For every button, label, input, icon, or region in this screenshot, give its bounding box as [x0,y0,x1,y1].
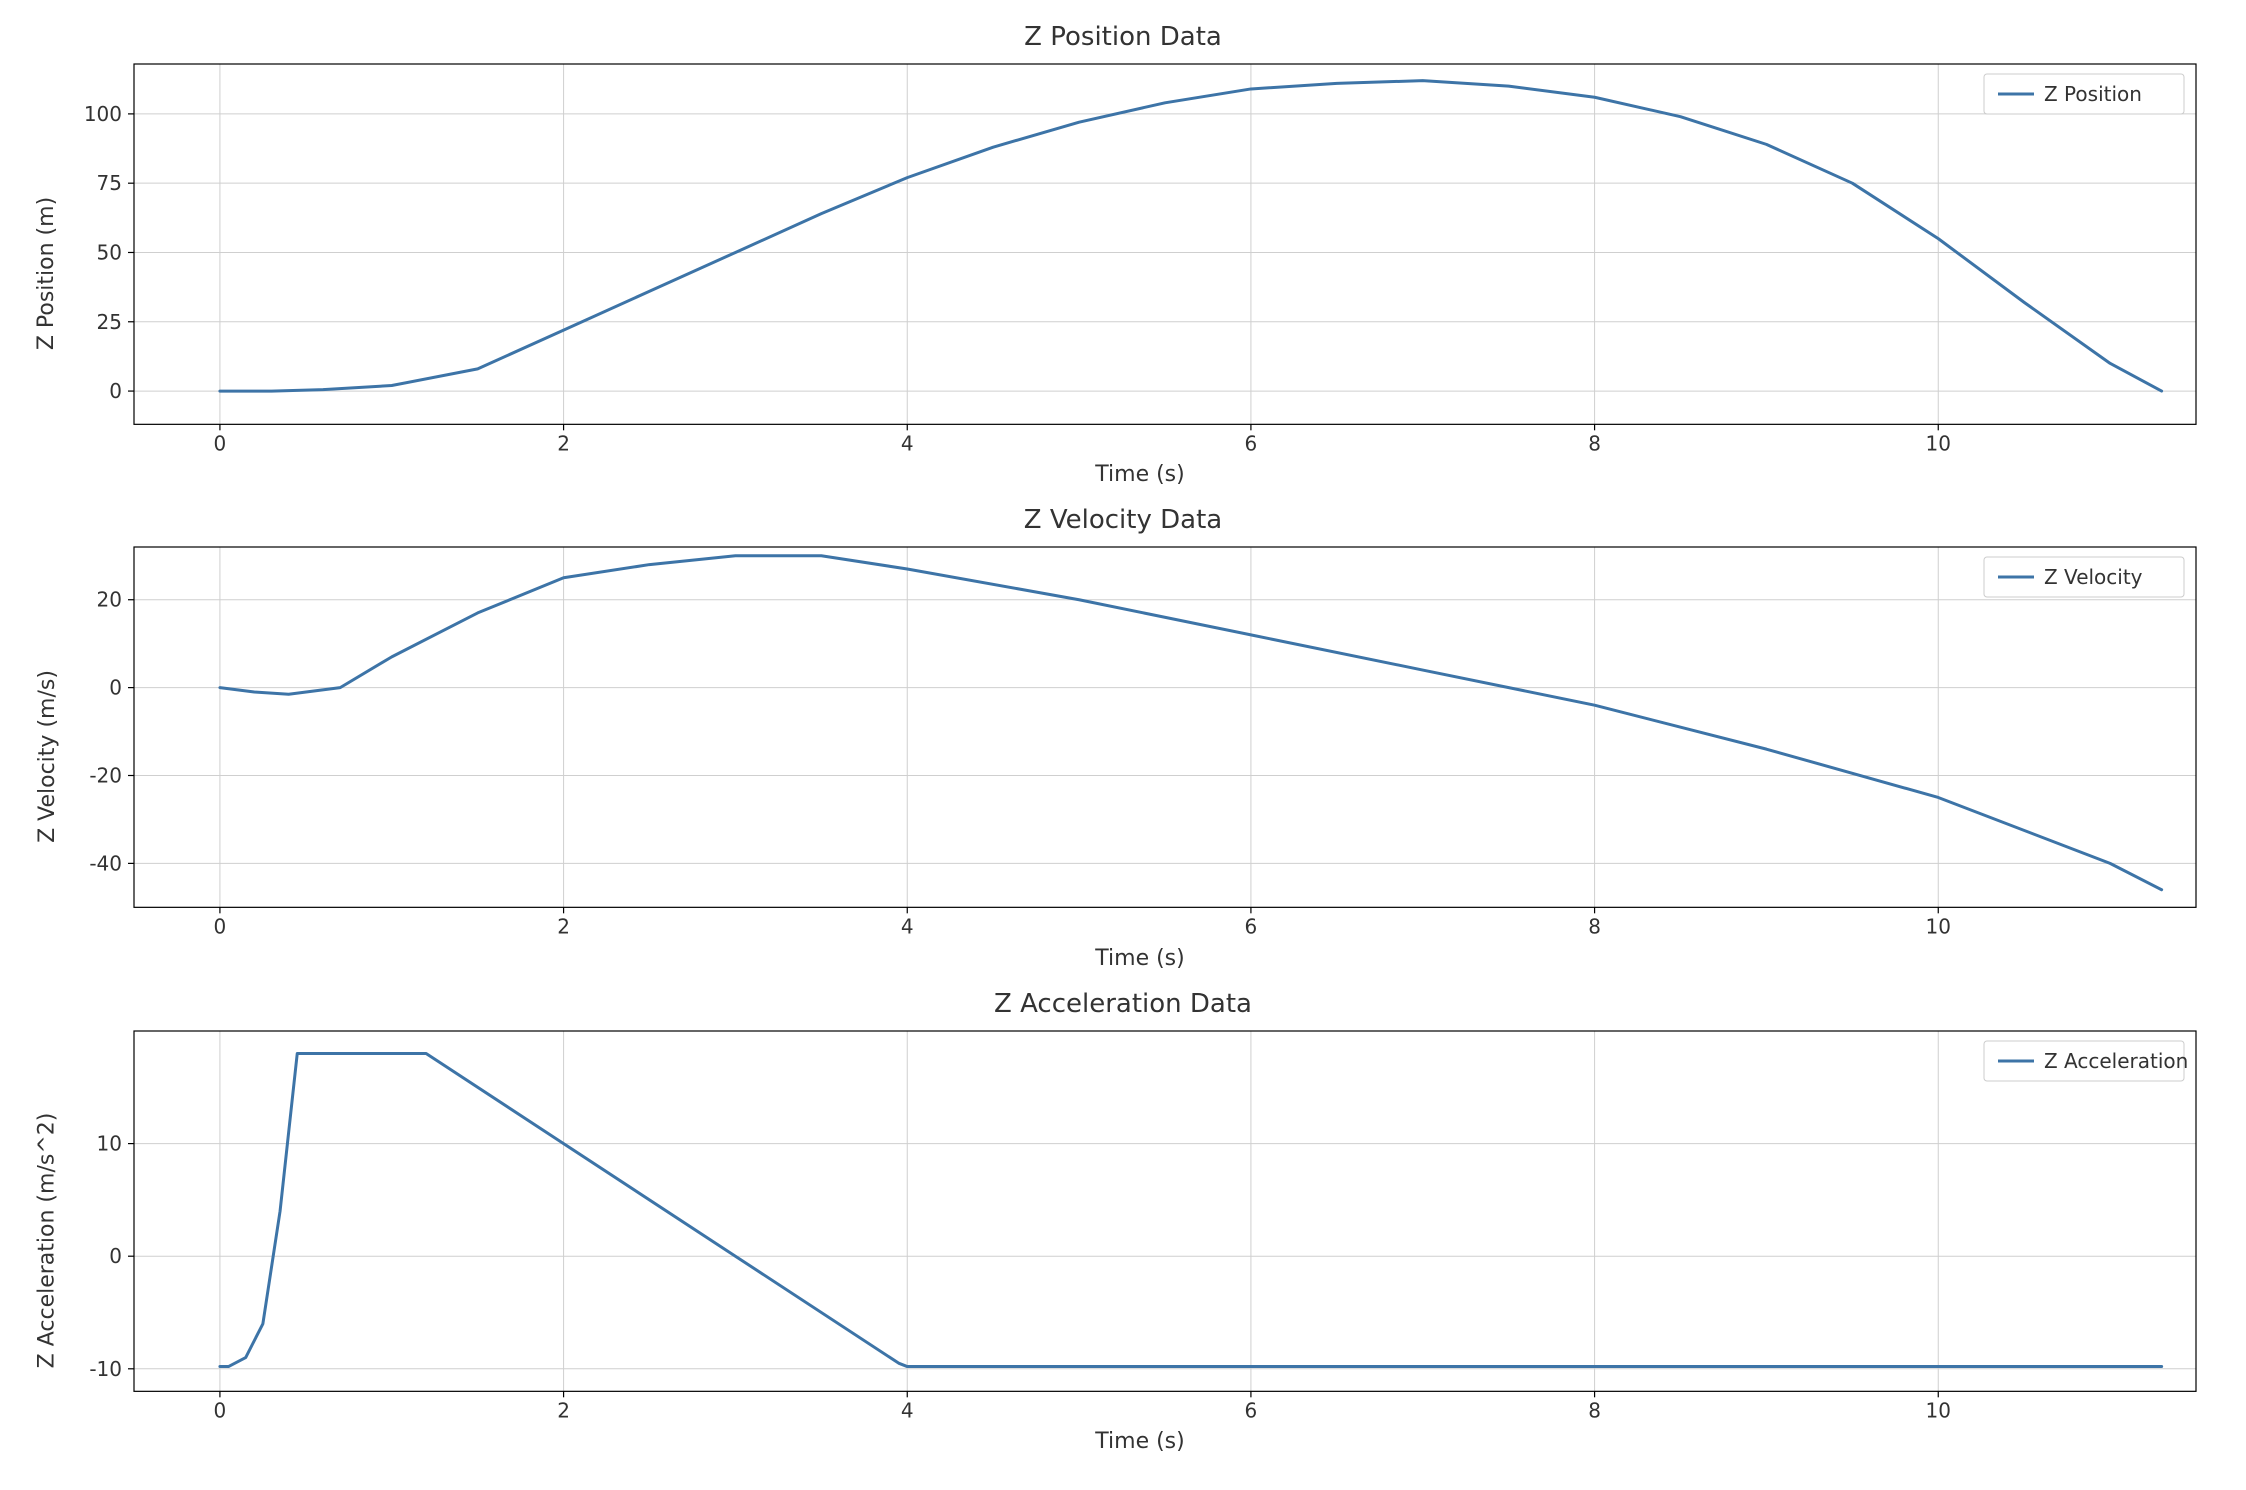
legend-label-velocity: Z Velocity [2044,565,2143,589]
subplot-acceleration: Z Acceleration Data Z Acceleration (m/s^… [30,987,2216,1460]
svg-text:0: 0 [214,1398,227,1422]
subplot-title-position: Z Position Data [30,22,2216,52]
ylabel-position: Z Position (m) [35,197,60,350]
ylabel-wrap-position: Z Position (m) [30,54,64,493]
svg-text:6: 6 [1245,1398,1258,1422]
svg-text:-40: -40 [89,852,122,876]
svg-text:20: 20 [97,588,122,612]
svg-text:0: 0 [214,915,227,939]
svg-text:0: 0 [109,676,122,700]
svg-text:2: 2 [557,1398,570,1422]
subplot-velocity: Z Velocity Data Z Velocity (m/s) 0 2 4 6 8 10… [30,503,2216,976]
svg-text:75: 75 [97,171,122,195]
legend-label-acceleration: Z Acceleration [2044,1049,2188,1073]
subplot-title-acceleration: Z Acceleration Data [30,989,2216,1019]
xlabel-acceleration: Time (s) [64,1429,2216,1454]
svg-text:8: 8 [1588,431,1601,455]
svg-text:4: 4 [901,431,914,455]
axes-svg-acceleration: 0 2 4 6 8 10 -10 0 10 Z Acceleration [64,1021,2216,1427]
legend-label-position: Z Position [2044,82,2142,106]
axes-svg-velocity: 0 2 4 6 8 10 -40 -20 0 20 Z Velocity [64,537,2216,943]
plot-row-velocity: Z Velocity (m/s) 0 2 4 6 8 10 -40 -20 0 20 Z Veloc… [30,537,2216,976]
svg-text:10: 10 [1926,1398,1951,1422]
svg-text:0: 0 [109,1244,122,1268]
svg-text:100: 100 [84,102,122,126]
svg-text:-10: -10 [89,1356,122,1380]
svg-text:10: 10 [97,1131,122,1155]
series-line-position [220,81,2162,391]
xlabel-velocity: Time (s) [64,946,2216,971]
axes-svg-position: 02468100255075100Z Position [64,54,2216,460]
subplot-position: Z Position Data Z Position (m) 024681002… [30,20,2216,493]
svg-text:2: 2 [557,431,570,455]
svg-text:8: 8 [1588,915,1601,939]
xlabel-position: Time (s) [64,462,2216,487]
svg-text:6: 6 [1245,431,1258,455]
svg-text:8: 8 [1588,1398,1601,1422]
series-line-velocity [220,556,2162,890]
ylabel-velocity: Z Velocity (m/s) [35,671,60,844]
subplot-title-velocity: Z Velocity Data [30,505,2216,535]
plot-row-position: Z Position (m) 02468100255075100Z Positi… [30,54,2216,493]
svg-text:4: 4 [901,1398,914,1422]
svg-text:25: 25 [97,310,122,334]
svg-text:4: 4 [901,915,914,939]
svg-text:10: 10 [1926,915,1951,939]
plot-row-acceleration: Z Acceleration (m/s^2) 0 2 4 6 8 10 -10 0 10 Z Ac… [30,1021,2216,1460]
figure: Z Position Data Z Position (m) 024681002… [0,0,2246,1490]
ylabel-wrap-velocity: Z Velocity (m/s) [30,537,64,976]
svg-text:0: 0 [214,431,227,455]
axes-wrap-velocity: 0 2 4 6 8 10 -40 -20 0 20 Z Velocity Time (s) [64,537,2216,976]
axes-wrap-acceleration: 0 2 4 6 8 10 -10 0 10 Z Acceleration Time (s) [64,1021,2216,1460]
ylabel-wrap-acceleration: Z Acceleration (m/s^2) [30,1021,64,1460]
svg-text:10: 10 [1926,431,1951,455]
svg-text:50: 50 [97,240,122,264]
svg-text:2: 2 [557,915,570,939]
svg-text:6: 6 [1245,915,1258,939]
svg-text:0: 0 [109,379,122,403]
ylabel-acceleration: Z Acceleration (m/s^2) [35,1112,60,1368]
axes-wrap-position: 02468100255075100Z Position Time (s) [64,54,2216,493]
svg-text:-20: -20 [89,764,122,788]
series-line-acceleration [220,1053,2162,1366]
